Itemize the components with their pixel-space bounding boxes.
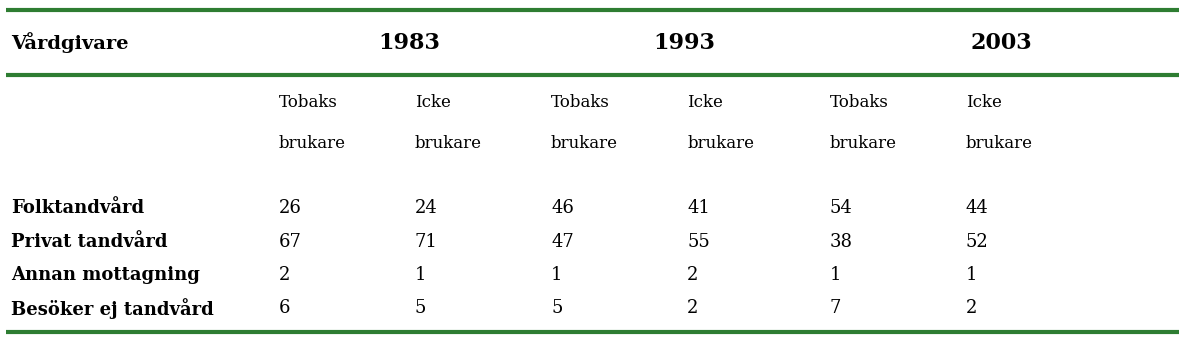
- Text: Annan mottagning: Annan mottagning: [11, 266, 199, 284]
- Text: 5: 5: [551, 299, 563, 317]
- Text: brukare: brukare: [278, 135, 346, 152]
- Text: 1993: 1993: [653, 32, 716, 54]
- Text: 26: 26: [278, 199, 301, 217]
- Text: 7: 7: [830, 299, 841, 317]
- Text: 55: 55: [687, 233, 710, 251]
- Text: Folktandvård: Folktandvård: [11, 199, 143, 217]
- Text: 46: 46: [551, 199, 574, 217]
- Text: 52: 52: [966, 233, 988, 251]
- Text: 24: 24: [415, 199, 437, 217]
- Text: 67: 67: [278, 233, 301, 251]
- Text: 6: 6: [278, 299, 290, 317]
- Text: 1983: 1983: [378, 32, 440, 54]
- Text: brukare: brukare: [966, 135, 1033, 152]
- Text: 54: 54: [830, 199, 852, 217]
- Text: Tobaks: Tobaks: [830, 94, 889, 111]
- Text: 38: 38: [830, 233, 852, 251]
- Text: 47: 47: [551, 233, 574, 251]
- Text: brukare: brukare: [830, 135, 897, 152]
- Text: 1: 1: [830, 266, 841, 284]
- Text: brukare: brukare: [415, 135, 482, 152]
- Text: 71: 71: [415, 233, 437, 251]
- Text: 2: 2: [278, 266, 290, 284]
- Text: Icke: Icke: [966, 94, 1001, 111]
- Text: 1: 1: [551, 266, 563, 284]
- Text: Tobaks: Tobaks: [551, 94, 610, 111]
- Text: brukare: brukare: [687, 135, 755, 152]
- Text: Vårdgivare: Vårdgivare: [11, 32, 128, 53]
- Text: Tobaks: Tobaks: [278, 94, 338, 111]
- Text: 1: 1: [966, 266, 978, 284]
- Text: 2: 2: [687, 299, 699, 317]
- Text: 2: 2: [687, 266, 699, 284]
- Text: brukare: brukare: [551, 135, 619, 152]
- Text: 41: 41: [687, 199, 710, 217]
- Text: Icke: Icke: [415, 94, 450, 111]
- Text: 2: 2: [966, 299, 978, 317]
- Text: Icke: Icke: [687, 94, 723, 111]
- Text: 44: 44: [966, 199, 988, 217]
- Text: 5: 5: [415, 299, 427, 317]
- Text: Privat tandvård: Privat tandvård: [11, 233, 167, 251]
- Text: 1: 1: [415, 266, 427, 284]
- Text: 2003: 2003: [971, 32, 1032, 54]
- Text: Besöker ej tandvård: Besöker ej tandvård: [11, 298, 213, 319]
